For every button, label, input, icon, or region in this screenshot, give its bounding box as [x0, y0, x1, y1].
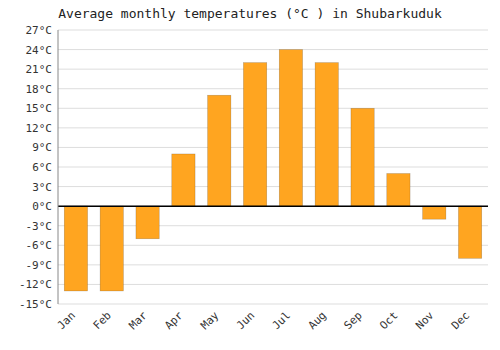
bar: [315, 63, 338, 207]
y-tick-label: 27°C: [26, 24, 53, 37]
y-tick-label: 15°C: [26, 102, 53, 115]
y-tick-label: -9°C: [26, 259, 53, 272]
y-tick-label: -12°C: [19, 278, 52, 291]
y-tick-label: 0°C: [32, 200, 52, 213]
x-tick-label: Dec: [449, 309, 472, 332]
bar: [279, 50, 302, 207]
x-tick-label: Sep: [341, 309, 364, 332]
grid-line: [58, 49, 488, 50]
zero-line: [58, 205, 488, 207]
x-tick-label: Oct: [377, 309, 400, 332]
y-tick-label: -15°C: [19, 298, 52, 311]
bar: [351, 108, 374, 206]
y-tick-label: 6°C: [32, 161, 52, 174]
grid-line: [58, 186, 488, 187]
x-tick-label: Aug: [306, 309, 329, 332]
y-tick-label: 24°C: [26, 44, 53, 57]
title: Average monthly temperatures (°C ) in Sh…: [58, 6, 442, 21]
bar: [172, 154, 195, 206]
y-tick-label: 9°C: [32, 141, 52, 154]
grid-line: [58, 304, 488, 305]
bar: [423, 206, 446, 219]
x-tick-label: May: [198, 309, 222, 333]
x-tick-label: Mar: [126, 309, 150, 333]
x-tick-label: Jun: [234, 309, 257, 332]
grid-line: [58, 30, 488, 31]
y-axis-line: [58, 30, 59, 304]
x-tick-label: Jul: [270, 309, 293, 332]
bars: [64, 50, 481, 291]
bar: [64, 206, 87, 291]
x-tick-label: Feb: [91, 309, 114, 332]
y-tick-label: -3°C: [26, 220, 53, 233]
bar: [458, 206, 481, 258]
grid-line: [58, 206, 488, 207]
grid-line: [58, 108, 488, 109]
grid-line: [58, 69, 488, 70]
chart: Average monthly temperatures (°C ) in Sh…: [0, 0, 500, 350]
grid-line: [58, 127, 488, 128]
bar: [136, 206, 159, 239]
x-tick-label: Jan: [55, 309, 78, 332]
bar: [208, 95, 231, 206]
grid-line: [58, 88, 488, 89]
y-tick-label: 12°C: [26, 122, 53, 135]
bar: [243, 63, 266, 207]
bar: [387, 174, 410, 207]
y-tick-label: -6°C: [26, 239, 53, 252]
y-tick-label: 18°C: [26, 83, 53, 96]
x-tick-label: Nov: [413, 309, 437, 333]
grid: [58, 30, 488, 304]
grid-line: [58, 167, 488, 168]
bar: [100, 206, 123, 291]
y-tick-label: 3°C: [32, 181, 52, 194]
y-tick-label: 21°C: [26, 63, 53, 76]
x-tick-label: Apr: [162, 309, 186, 333]
grid-line: [58, 147, 488, 148]
